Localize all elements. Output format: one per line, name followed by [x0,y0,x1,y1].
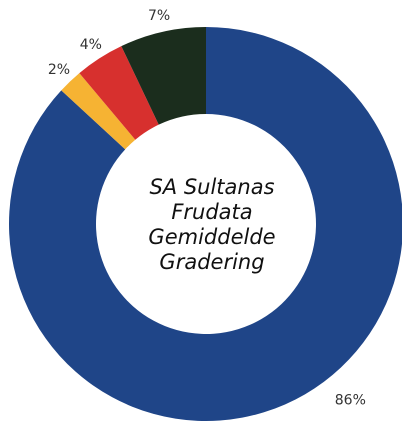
center-title: Frudata [171,200,252,224]
center-title: Gemiddelde [148,225,275,249]
data-label: 4% [80,37,102,53]
data-label: 2% [48,62,70,78]
center-title: Gradering [159,250,264,274]
data-label: 7% [148,8,170,24]
data-label: 86% [335,393,366,409]
donut-slice [9,27,402,421]
donut-slice [61,73,136,150]
donut-slice [121,27,206,125]
center-title: SA Sultanas [149,175,274,199]
donut-slice [79,46,159,140]
